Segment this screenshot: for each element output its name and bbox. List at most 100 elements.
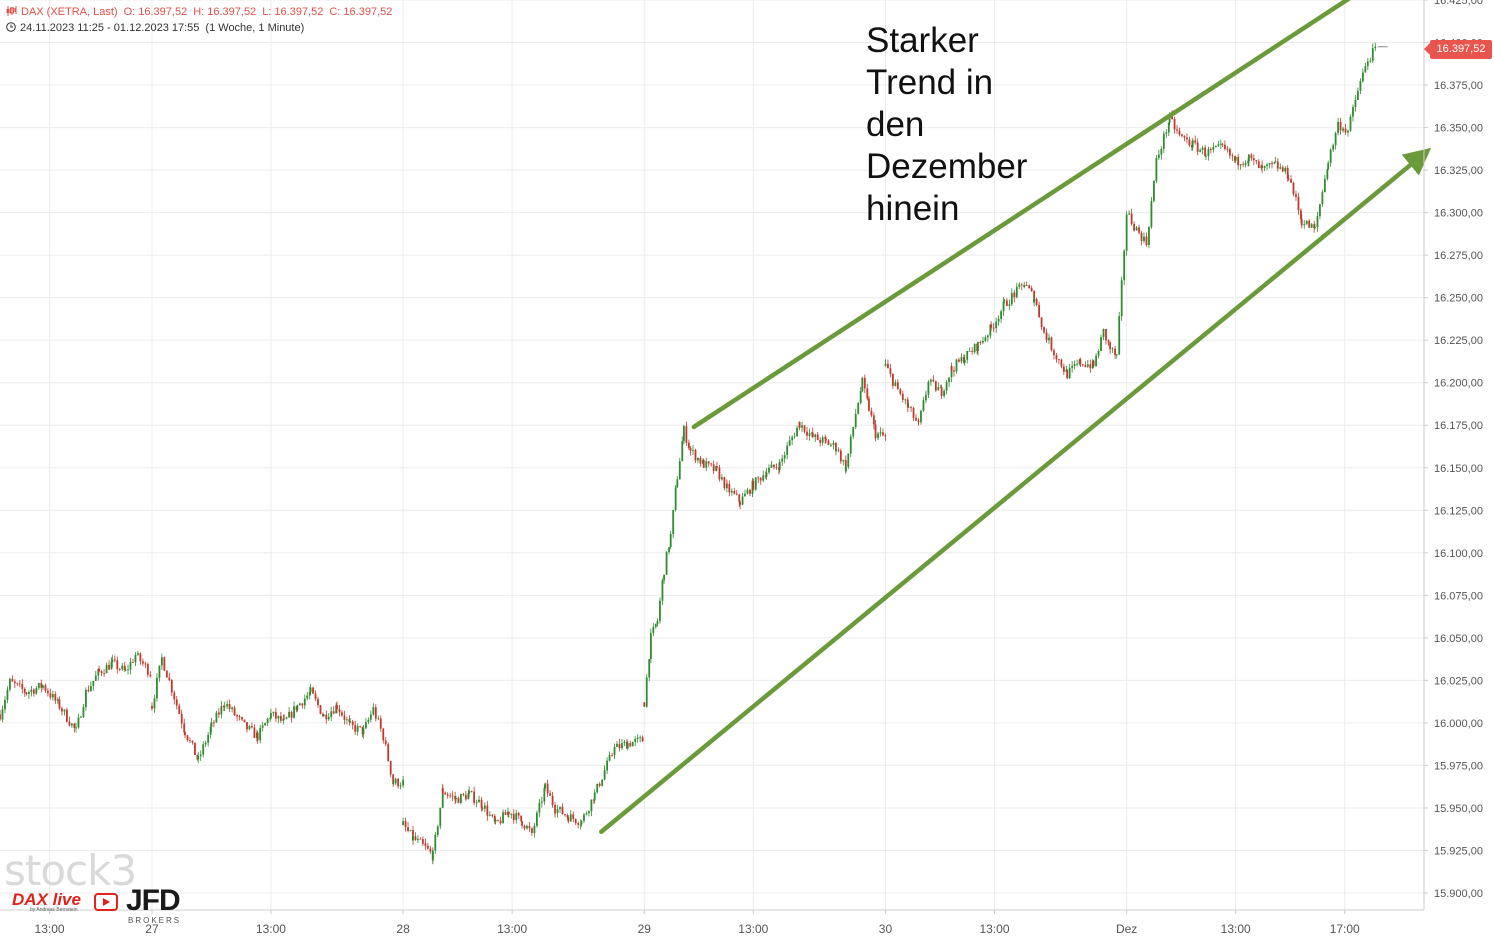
y-tick-label: 16.200,00 [1434,378,1483,390]
candle [1244,160,1247,168]
candle [982,336,984,344]
candle [296,704,299,712]
candle [139,652,142,665]
candle [481,806,484,811]
x-tick-label: 17:00 [1330,922,1360,936]
candle [1114,345,1116,359]
candle [158,665,161,682]
candle [884,433,887,441]
candle [1207,146,1210,161]
candle [336,701,338,714]
candle [184,731,186,739]
x-tick-label: 28 [396,922,410,936]
candle [979,340,982,345]
candle [1305,220,1308,225]
candle [874,420,877,442]
candle [151,702,153,711]
candle [312,686,314,694]
candle [422,839,424,844]
candle [215,710,218,723]
candle [1352,104,1354,122]
candle [1261,160,1264,173]
candle [569,810,572,822]
candle [306,691,309,701]
candle [1150,197,1153,229]
candle [228,699,231,712]
candle [636,734,639,743]
candle [564,813,566,817]
candle [322,714,325,717]
candle [752,478,755,491]
candle [186,734,189,742]
play-icon [94,893,118,911]
candle [1013,292,1016,303]
candle [1084,361,1087,368]
candle [314,690,317,702]
candle [507,811,510,818]
candle [222,704,225,712]
candle [796,425,798,437]
candle [523,824,526,831]
candle [783,451,786,464]
candle [85,687,87,711]
candle [1364,62,1367,73]
candle [1204,144,1207,157]
candle [861,376,864,393]
candle [950,365,953,373]
candle [778,458,781,473]
candle [749,488,751,497]
candle [1347,129,1349,137]
candle [1281,165,1284,173]
candle [409,829,412,832]
candle [697,457,699,464]
candle [549,790,552,796]
candle [1271,160,1273,169]
candle [1148,225,1150,249]
candle [30,685,33,697]
candle [606,757,608,775]
candle [116,656,119,674]
candle [1095,353,1097,368]
candle [1371,43,1374,64]
candle [884,359,887,367]
candle [1247,153,1250,167]
candle [806,427,808,440]
candle [89,681,92,692]
candle [816,431,819,441]
candle [801,421,803,432]
candle [1366,58,1369,71]
candle [551,791,554,808]
candle [274,707,277,722]
candle [319,704,322,715]
candle [618,738,621,752]
candle [303,694,306,710]
candle [515,809,518,824]
candle [468,786,471,798]
candle [652,623,655,636]
y-tick-label: 16.050,00 [1434,633,1483,645]
candle [1100,334,1102,352]
candle [301,703,304,709]
candle [414,832,417,841]
candle [379,715,382,732]
candle [932,375,935,383]
candle [108,660,110,671]
candle [1055,353,1058,363]
candle [674,485,677,512]
trend-annotation: Starker Trend in den Dezember hinein [866,21,1028,228]
candle [170,679,173,697]
candle [1035,297,1038,307]
candle [705,457,708,472]
candle [175,696,178,710]
jfd-logo: JFD [126,884,181,917]
candle [786,441,789,460]
candle [940,384,943,399]
candle [1314,223,1316,230]
candle [1030,285,1033,292]
x-tick-label: 13:00 [738,922,768,936]
candle [963,354,966,366]
candle [504,809,507,816]
candle [73,722,76,733]
candle [1140,230,1143,246]
candle [141,658,144,667]
